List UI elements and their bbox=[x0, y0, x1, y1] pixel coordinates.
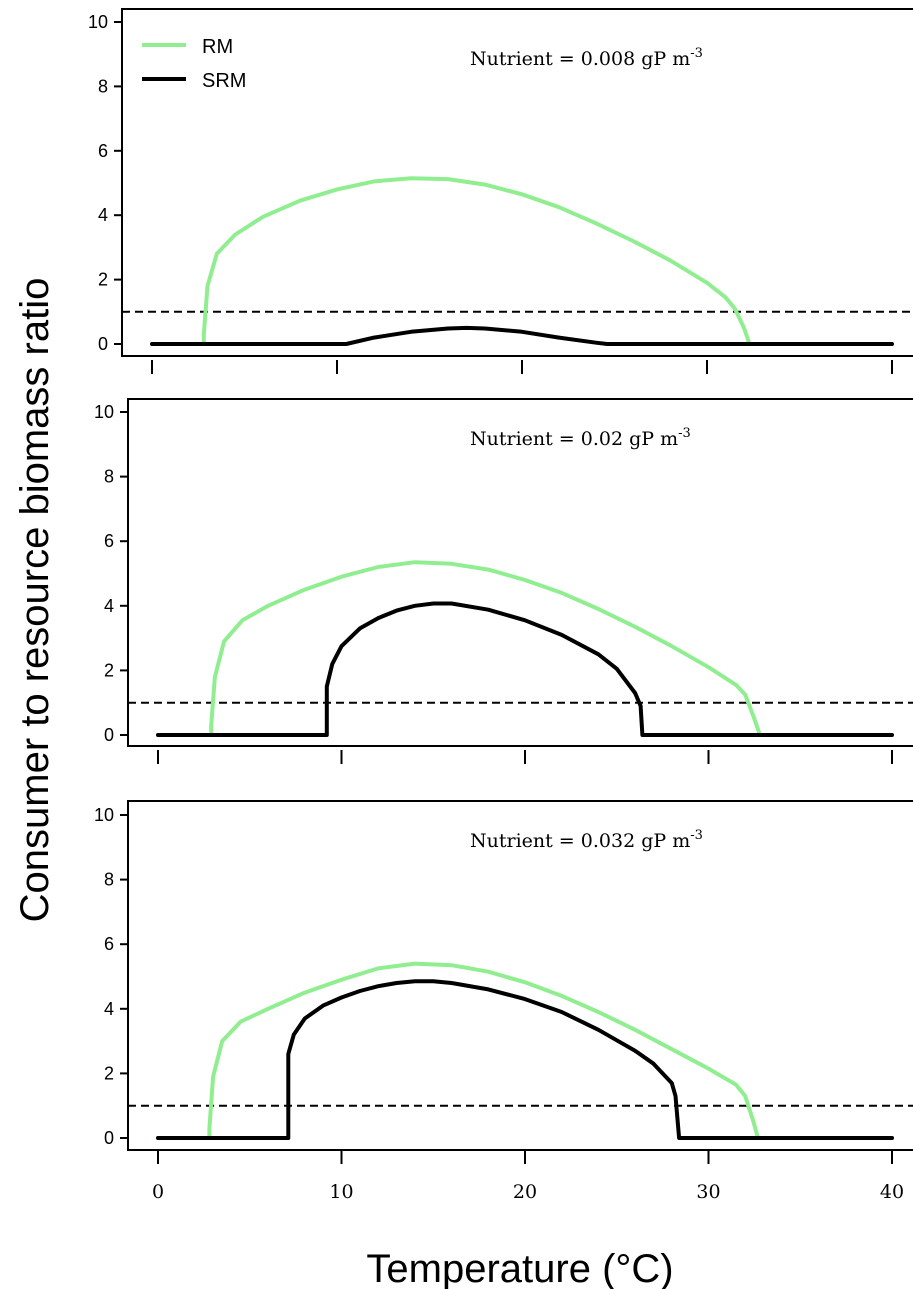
series-line-srm bbox=[150, 325, 894, 346]
y-tick-label: 6 bbox=[98, 141, 108, 161]
y-tick-label: 6 bbox=[104, 531, 114, 551]
y-tick-label: 10 bbox=[88, 12, 108, 32]
panel-1: 0 2 4 6 8 10 Nutrient = 0.008 gP m-3 bbox=[88, 8, 913, 374]
y-tick-label: 0 bbox=[98, 334, 108, 354]
plot-frame bbox=[127, 800, 913, 1151]
x-tick-label: 30 bbox=[696, 1181, 720, 1203]
series-line-rm bbox=[156, 961, 894, 1140]
x-tick-label: 40 bbox=[880, 1181, 904, 1203]
y-tick-label: 4 bbox=[104, 596, 114, 616]
plot-frame bbox=[127, 398, 913, 747]
nutrient-annotation: Nutrient = 0.008 gP m-3 bbox=[470, 46, 703, 70]
y-tick-label: 10 bbox=[94, 402, 114, 422]
y-tick-label: 8 bbox=[104, 870, 114, 890]
legend: RM SRM bbox=[142, 36, 246, 92]
y-tick-label: 10 bbox=[94, 805, 114, 825]
legend-label-srm: SRM bbox=[202, 70, 246, 92]
legend-label-rm: RM bbox=[202, 36, 233, 58]
y-tick-label: 2 bbox=[104, 1063, 114, 1083]
y-tick-label: 2 bbox=[98, 270, 108, 290]
y-tick-label: 0 bbox=[104, 725, 114, 745]
nutrient-annotation: Nutrient = 0.02 gP m-3 bbox=[470, 426, 691, 450]
x-axis-title: Temperature (°C) bbox=[366, 1247, 673, 1289]
series-line-srm bbox=[156, 979, 894, 1140]
series-line-rm bbox=[150, 176, 894, 346]
series-line-rm bbox=[156, 560, 894, 737]
y-tick-label: 4 bbox=[104, 999, 114, 1019]
y-tick-label: 4 bbox=[98, 205, 108, 225]
y-tick-label: 8 bbox=[98, 76, 108, 96]
y-tick-label: 0 bbox=[104, 1128, 114, 1148]
x-tick-label: 0 bbox=[152, 1181, 164, 1203]
y-tick-label: 6 bbox=[104, 934, 114, 954]
panel-3: 0 2 4 6 8 10 0 10 20 30 40 Nutrient = 0.032 gP m-3 bbox=[94, 800, 913, 1203]
y-tick-label: 8 bbox=[104, 467, 114, 487]
y-tick-label: 2 bbox=[104, 660, 114, 680]
x-tick-label: 10 bbox=[329, 1181, 353, 1203]
y-axis-title: Consumer to resource biomass ratio bbox=[13, 278, 57, 923]
nutrient-annotation: Nutrient = 0.032 gP m-3 bbox=[470, 828, 703, 852]
panel-2: 0 2 4 6 8 10 Nutrient = 0.02 gP m-3 bbox=[94, 398, 913, 764]
series-line-srm bbox=[156, 601, 894, 737]
plot-frame bbox=[121, 8, 913, 357]
x-tick-label: 20 bbox=[513, 1181, 537, 1203]
